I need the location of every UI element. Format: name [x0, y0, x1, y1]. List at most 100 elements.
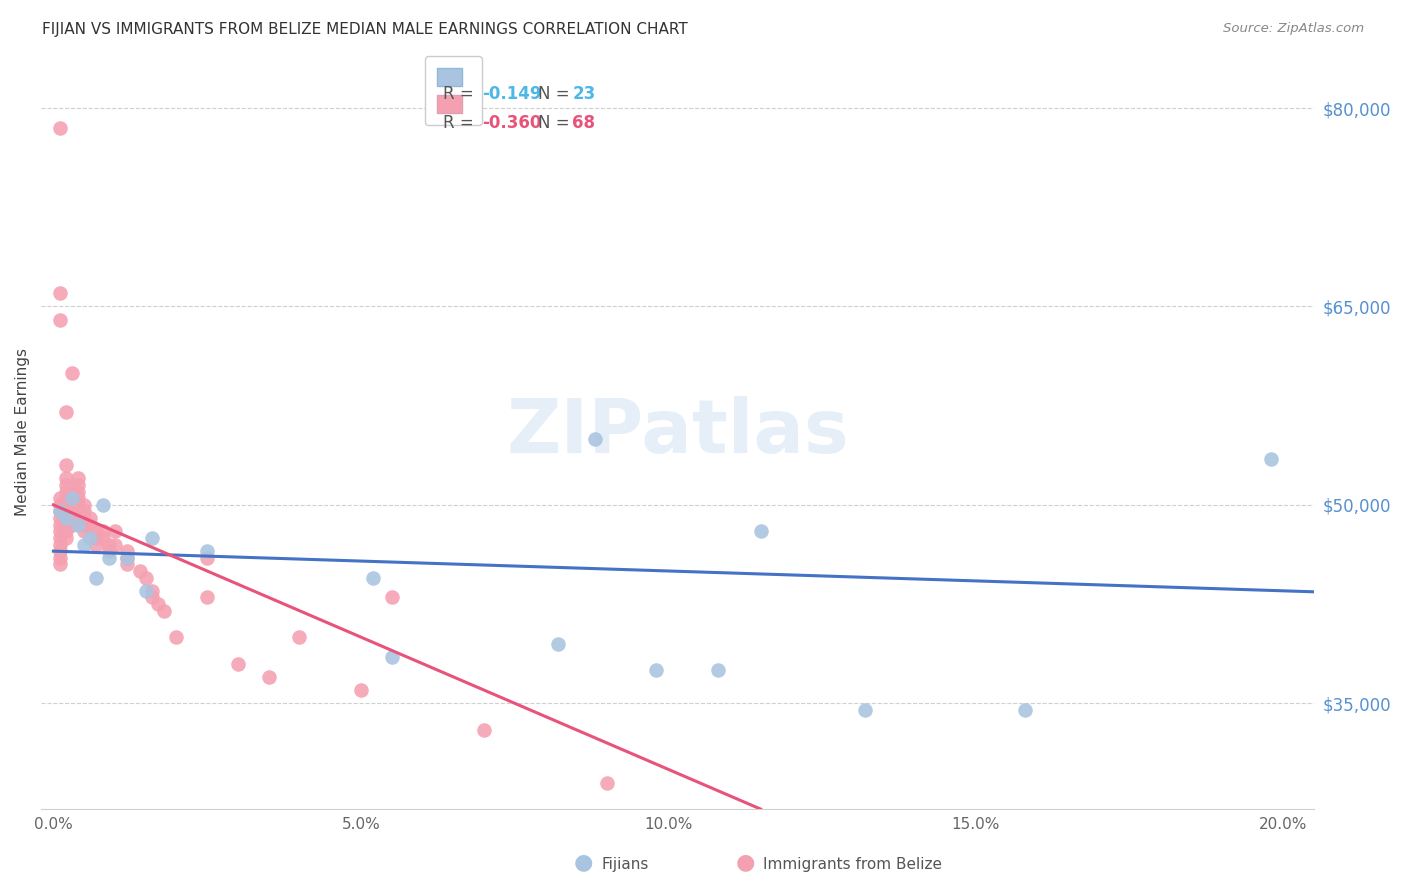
Point [79, 531, 101, 545]
Point [48, 491, 70, 506]
Point [66, 471, 89, 485]
Point [104, 524, 127, 539]
Point [79, 511, 101, 525]
Point [86, 531, 108, 545]
Point [195, 591, 218, 605]
Point [48, 286, 70, 301]
Point [97, 537, 120, 551]
Point [583, 432, 606, 446]
Point [547, 637, 569, 651]
Point [135, 571, 157, 585]
Point [48, 550, 70, 565]
Point [60, 491, 83, 506]
Point [55, 405, 77, 419]
Point [55, 517, 77, 532]
Point [141, 583, 163, 598]
Text: 23: 23 [572, 85, 596, 103]
Point [73, 498, 96, 512]
Text: ●: ● [574, 853, 593, 872]
Point [115, 544, 138, 558]
Point [115, 558, 138, 572]
Point [195, 544, 218, 558]
Point [73, 511, 96, 525]
Point [55, 458, 77, 472]
Point [48, 537, 70, 551]
Point [66, 517, 89, 532]
Point [381, 591, 404, 605]
Point [257, 670, 280, 684]
Text: FIJIAN VS IMMIGRANTS FROM BELIZE MEDIAN MALE EARNINGS CORRELATION CHART: FIJIAN VS IMMIGRANTS FROM BELIZE MEDIAN … [42, 22, 688, 37]
Text: Fijians: Fijians [602, 857, 650, 872]
Point [706, 663, 728, 677]
Point [73, 504, 96, 518]
Point [361, 571, 384, 585]
Point [66, 484, 89, 499]
Point [645, 663, 668, 677]
Point [853, 703, 876, 717]
Point [48, 504, 70, 518]
Point [1260, 451, 1282, 466]
Text: ●: ● [735, 853, 755, 872]
Point [60, 498, 83, 512]
Point [146, 597, 169, 611]
Point [749, 524, 772, 539]
Point [60, 484, 83, 499]
Point [115, 550, 138, 565]
Point [226, 657, 249, 671]
Point [91, 524, 114, 539]
Point [66, 498, 89, 512]
Point [55, 498, 77, 512]
Point [86, 537, 108, 551]
Point [73, 537, 96, 551]
Point [195, 550, 218, 565]
Point [48, 558, 70, 572]
Point [66, 478, 89, 492]
Point [79, 517, 101, 532]
Point [48, 531, 70, 545]
Point [60, 366, 83, 380]
Point [97, 550, 120, 565]
Point [66, 491, 89, 506]
Point [55, 511, 77, 525]
Text: R =: R = [443, 85, 479, 103]
Point [350, 683, 373, 698]
Point [288, 630, 311, 644]
Point [60, 491, 83, 506]
Point [86, 524, 108, 539]
Text: N =: N = [538, 85, 575, 103]
Text: N =: N = [538, 114, 575, 132]
Point [135, 583, 157, 598]
Point [91, 498, 114, 512]
Point [55, 511, 77, 525]
Point [60, 511, 83, 525]
Point [141, 531, 163, 545]
Text: R =: R = [443, 114, 479, 132]
Point [55, 531, 77, 545]
Point [48, 312, 70, 326]
Text: 68: 68 [572, 114, 595, 132]
Point [73, 524, 96, 539]
Point [104, 537, 127, 551]
Point [55, 491, 77, 506]
Point [1014, 703, 1036, 717]
Point [596, 775, 619, 789]
Point [48, 504, 70, 518]
Point [55, 478, 77, 492]
Point [48, 524, 70, 539]
Point [153, 604, 176, 618]
Point [48, 498, 70, 512]
Point [128, 564, 150, 578]
Point [60, 504, 83, 518]
Point [91, 531, 114, 545]
Y-axis label: Median Male Earnings: Median Male Earnings [15, 348, 30, 516]
Text: -0.360: -0.360 [482, 114, 541, 132]
Point [48, 120, 70, 135]
Point [73, 517, 96, 532]
Point [55, 524, 77, 539]
Text: ZIPatlas: ZIPatlas [506, 396, 849, 468]
Point [55, 504, 77, 518]
Point [55, 471, 77, 485]
Point [48, 511, 70, 525]
Point [48, 544, 70, 558]
Point [115, 550, 138, 565]
